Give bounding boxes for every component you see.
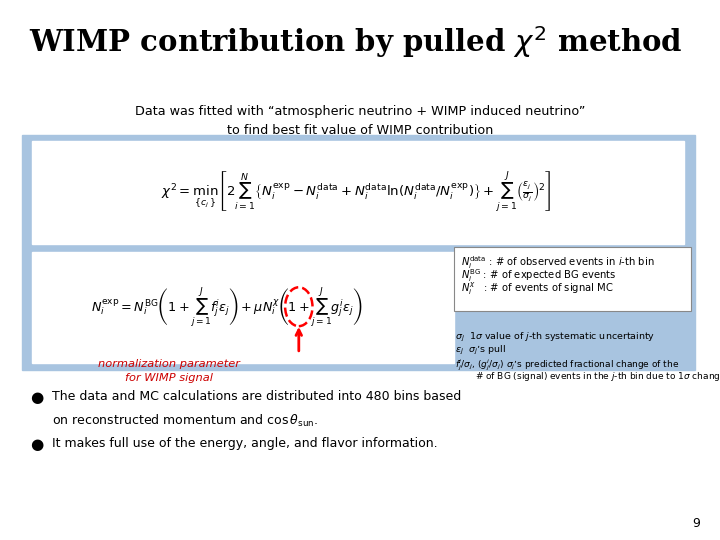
Text: ●: ● — [30, 390, 43, 405]
Text: $f^i_j/\sigma_j$, $(g^i_j/\sigma_j)$ $\sigma_j$’s predicted fractional change of: $f^i_j/\sigma_j$, $(g^i_j/\sigma_j)$ $\s… — [455, 357, 679, 373]
Text: normalization parameter
for WIMP signal: normalization parameter for WIMP signal — [98, 359, 240, 383]
Bar — [22, 135, 695, 370]
Text: $\epsilon_j$  $\sigma_j$’s pull: $\epsilon_j$ $\sigma_j$’s pull — [455, 344, 506, 357]
Text: to find best fit value of WIMP contribution: to find best fit value of WIMP contribut… — [227, 124, 493, 137]
Text: # of BG (signal) events in the $j$-th bin due to $1\sigma$ change: # of BG (signal) events in the $j$-th bi… — [475, 370, 720, 383]
Text: The data and MC calculations are distributed into 480 bins based: The data and MC calculations are distrib… — [52, 390, 461, 403]
Text: Data was fitted with “atmospheric neutrino + WIMP induced neutrino”: Data was fitted with “atmospheric neutri… — [135, 105, 585, 118]
Text: WIMP contribution by pulled $\chi^2$ method: WIMP contribution by pulled $\chi^2$ met… — [29, 24, 683, 60]
Text: $N_i^{\rm BG}$ : # of expected BG events: $N_i^{\rm BG}$ : # of expected BG events — [461, 267, 616, 284]
Text: ●: ● — [30, 437, 43, 453]
Text: on reconstructed momentum and $\cos\theta_{\rm sun}$.: on reconstructed momentum and $\cos\thet… — [52, 413, 318, 429]
Text: $N_i^{\rm exp} = N_i^{\rm BG} \left(1 + \sum_{j=1}^{J} f^i_j \epsilon_j\right) +: $N_i^{\rm exp} = N_i^{\rm BG} \left(1 + … — [91, 286, 362, 330]
Text: $N_i^{\rm data}$ : # of observed events in $i$-th bin: $N_i^{\rm data}$ : # of observed events … — [461, 254, 654, 271]
Text: It makes full use of the energy, angle, and flavor information.: It makes full use of the energy, angle, … — [52, 437, 438, 450]
Bar — [32, 252, 454, 363]
Text: 9: 9 — [692, 517, 700, 530]
Text: $\sigma_j$  $1\sigma$ value of $j$-th systematic uncertainty: $\sigma_j$ $1\sigma$ value of $j$-th sys… — [455, 330, 655, 343]
Text: $\chi^2 = \min_{\{c_j\}} \left[ 2\sum_{i=1}^{N} \left\{N_i^{\rm exp} - N_i^{\rm : $\chi^2 = \min_{\{c_j\}} \left[ 2\sum_{i… — [161, 170, 552, 214]
FancyBboxPatch shape — [454, 247, 691, 310]
Text: $N_i^{\chi}$   : # of events of signal MC: $N_i^{\chi}$ : # of events of signal MC — [461, 281, 613, 297]
Bar — [32, 141, 684, 244]
